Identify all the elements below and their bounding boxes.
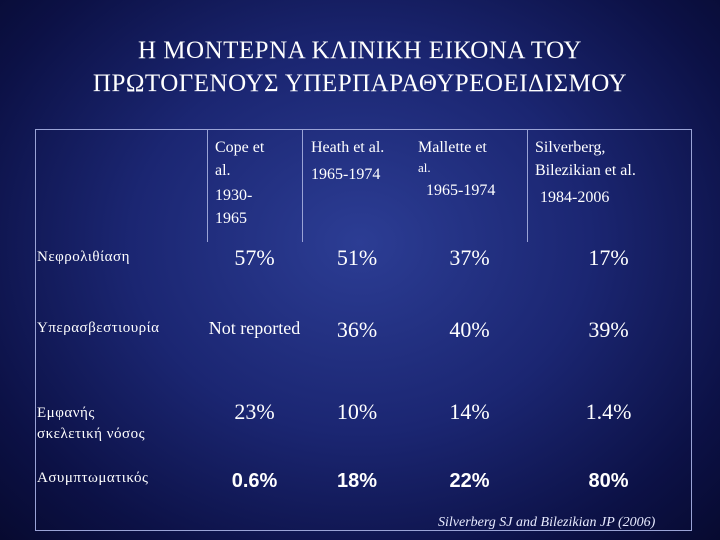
header-silverberg-line1: Silverberg, — [535, 139, 606, 156]
header-heath: Heath et al. 1965-1974 — [311, 136, 384, 186]
cell-heath-nephrolithiasis: 51% — [336, 245, 378, 270]
header-cope: Cope et al. 1930- 1965 — [215, 136, 264, 230]
cell-heath-skeletal: 10% — [336, 399, 378, 424]
cell-cope-asymptomatic: 0.6% — [231, 470, 278, 492]
cell-heath-asymptomatic: 18% — [336, 470, 378, 492]
title-line-2: ΠΡΩΤΟΓΕΝΟΥΣ ΥΠΕΡΠΑΡΑΘΥΡΕΟΕΙΔΙΣΜΟΥ — [92, 70, 628, 97]
cell-cope-hypercalciuria: Not reported — [208, 318, 301, 338]
row-label-text: Νεφρολιθίαση — [37, 249, 130, 265]
header-mallette-line3: 1965-1974 — [426, 182, 496, 199]
header-cope-line1: Cope et — [215, 139, 265, 156]
header-cope-line4: 1965 — [215, 210, 247, 227]
citation: Silverberg SJ and Bilezikian JP (2006) — [438, 515, 656, 530]
header-silverberg: Silverberg, Bilezikian et al. 1984-2006 — [535, 136, 636, 209]
cell-mallette-nephrolithiasis: 37% — [449, 245, 490, 270]
slide-title: Η ΜΟΝΤΕΡΝΑ ΚΛΙΝΙΚΗ ΕΙΚΟΝΑ ΤΟΥ ΠΡΩΤΟΓΕΝΟΥ… — [0, 34, 720, 100]
header-mallette-line2: al. — [418, 160, 431, 175]
title-line-1: Η ΜΟΝΤΕΡΝΑ ΚΛΙΝΙΚΗ ΕΙΚΟΝΑ ΤΟΥ — [137, 37, 582, 64]
row-label-hypercalciuria: Υπερασβεστιουρία — [37, 318, 160, 339]
column-divider — [302, 129, 303, 242]
row-label-text: Ασυμπτωματικός — [37, 470, 149, 486]
column-divider — [527, 129, 528, 242]
header-cope-line2: al. — [215, 162, 231, 179]
cell-mallette-skeletal: 14% — [449, 399, 490, 424]
cell-mallette-hypercalciuria: 40% — [449, 317, 490, 342]
row-label-text: Εμφανής — [37, 405, 95, 421]
cell-cope-skeletal: 23% — [234, 399, 275, 424]
row-label-text: σκελετική νόσος — [37, 426, 146, 442]
cell-silverberg-hypercalciuria: 39% — [588, 317, 629, 342]
row-label-nephrolithiasis: Νεφρολιθίαση — [37, 247, 130, 268]
header-mallette-line1: Mallette et — [418, 139, 487, 156]
cell-heath-hypercalciuria: 36% — [336, 317, 378, 342]
header-heath-line1: Heath et al. — [311, 139, 385, 156]
row-label-text: Υπερασβεστιουρία — [37, 320, 160, 336]
cell-silverberg-skeletal: 1.4% — [585, 399, 632, 424]
header-cope-line3: 1930- — [215, 187, 253, 204]
cell-mallette-asymptomatic: 22% — [449, 470, 490, 492]
header-mallette: Mallette et al. 1965-1974 — [418, 136, 495, 202]
header-silverberg-line2: Bilezikian et al. — [535, 162, 636, 179]
row-label-skeletal-disease: Εμφανής σκελετική νόσος — [37, 403, 145, 445]
column-divider — [207, 129, 208, 242]
row-label-asymptomatic: Ασυμπτωματικός — [37, 468, 149, 489]
table-frame — [35, 129, 692, 531]
header-silverberg-line3: 1984-2006 — [540, 189, 610, 206]
cell-silverberg-nephrolithiasis: 17% — [588, 245, 629, 270]
cell-silverberg-asymptomatic: 80% — [588, 470, 629, 492]
header-heath-line2: 1965-1974 — [311, 166, 381, 183]
cell-cope-nephrolithiasis: 57% — [234, 245, 275, 270]
